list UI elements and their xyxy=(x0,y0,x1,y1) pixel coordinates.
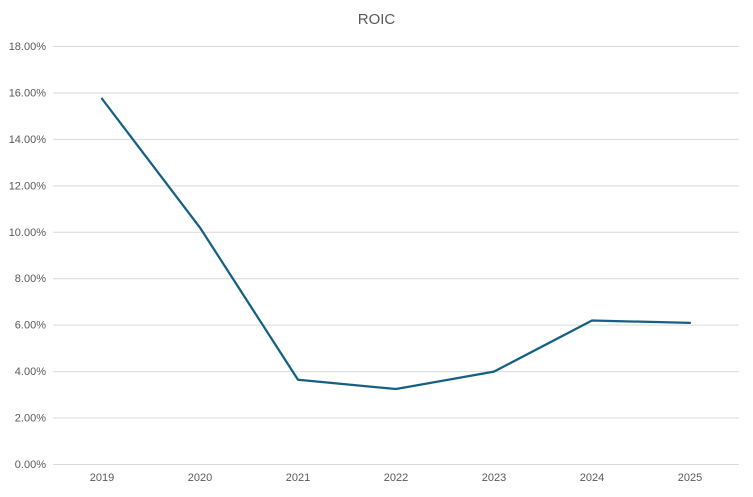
y-axis-tick-label: 14.00% xyxy=(9,134,47,146)
series-line-roic xyxy=(100,97,692,391)
chart-title: ROIC xyxy=(357,11,396,28)
y-axis-tick-label: 0.00% xyxy=(15,459,46,471)
x-axis-tick-label: 2022 xyxy=(384,472,408,484)
x-axis-tick-label: 2024 xyxy=(580,472,604,484)
y-axis-tick-label: 16.00% xyxy=(9,87,47,99)
y-axis-tick-label: 8.00% xyxy=(15,273,46,285)
x-axis-tick-label: 2021 xyxy=(286,472,310,484)
x-axis-tick-label: 2025 xyxy=(678,472,702,484)
y-axis-tick-label: 4.00% xyxy=(15,366,46,378)
y-axis-tick-label: 6.00% xyxy=(15,320,46,332)
y-axis-tick-label: 2.00% xyxy=(15,413,46,425)
y-axis-tick-label: 12.00% xyxy=(9,180,47,192)
y-axis-tick-label: 10.00% xyxy=(9,227,47,239)
x-axis-tick-label: 2019 xyxy=(90,472,114,484)
y-axis-tick-label: 18.00% xyxy=(9,41,47,53)
x-axis-tick-label: 2020 xyxy=(188,472,212,484)
x-axis-tick-label: 2023 xyxy=(482,472,506,484)
